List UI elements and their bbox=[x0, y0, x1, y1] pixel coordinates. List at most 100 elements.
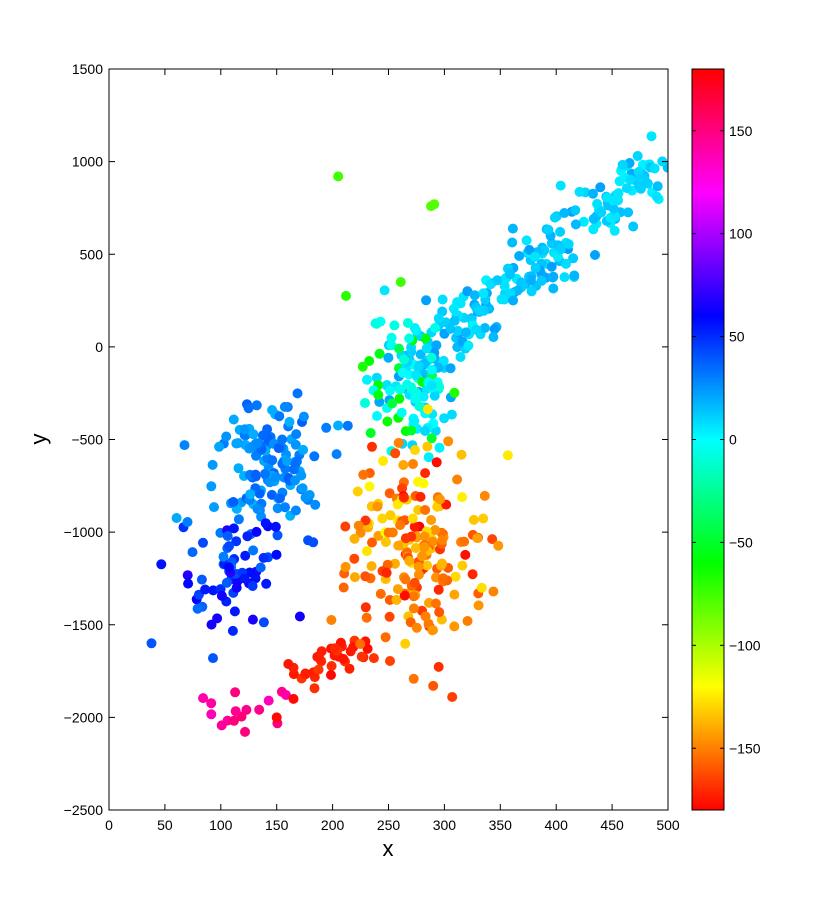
data-point bbox=[179, 440, 190, 451]
data-point bbox=[469, 290, 480, 301]
data-point bbox=[260, 468, 270, 479]
data-point bbox=[349, 572, 360, 583]
data-point bbox=[370, 318, 381, 329]
data-point bbox=[216, 590, 227, 601]
y-axis-ticks: 1500 1000 500 0 −500 −1000 −1500 −2000 −2500 bbox=[64, 61, 668, 818]
data-point bbox=[399, 354, 410, 365]
data-point bbox=[309, 451, 320, 462]
data-point bbox=[639, 175, 650, 186]
data-point bbox=[455, 352, 466, 362]
data-point bbox=[385, 656, 395, 666]
data-point bbox=[410, 543, 421, 553]
data-point bbox=[273, 443, 284, 454]
data-point bbox=[568, 253, 579, 264]
data-point bbox=[222, 531, 233, 541]
data-point bbox=[435, 494, 445, 505]
data-point bbox=[182, 570, 193, 581]
data-point bbox=[419, 531, 430, 542]
data-point bbox=[592, 198, 603, 209]
y-axis-label: y bbox=[26, 434, 51, 445]
data-point bbox=[271, 549, 282, 560]
data-point bbox=[272, 530, 283, 541]
y-tick-label: −1000 bbox=[64, 524, 104, 540]
x-axis-ticks: 0 50 100 150 200 250 300 350 400 450 500 bbox=[105, 69, 680, 833]
data-point bbox=[467, 569, 478, 580]
data-point bbox=[182, 517, 193, 527]
data-point bbox=[313, 664, 324, 675]
data-point bbox=[187, 547, 198, 558]
data-point bbox=[146, 638, 157, 649]
data-point bbox=[438, 573, 449, 584]
x-tick-label: 500 bbox=[656, 817, 680, 833]
data-point bbox=[409, 416, 420, 427]
data-point bbox=[410, 393, 421, 404]
data-point bbox=[555, 180, 566, 191]
data-point bbox=[340, 521, 351, 532]
data-point bbox=[426, 364, 437, 375]
data-point bbox=[621, 183, 632, 194]
data-point bbox=[372, 411, 382, 421]
data-point bbox=[353, 520, 364, 531]
data-point bbox=[250, 469, 261, 480]
data-point bbox=[251, 450, 261, 461]
data-point bbox=[381, 567, 392, 578]
data-point bbox=[271, 712, 282, 723]
data-point bbox=[374, 348, 385, 359]
data-point bbox=[402, 379, 413, 390]
data-point bbox=[617, 159, 628, 170]
data-point bbox=[410, 369, 421, 380]
data-point bbox=[395, 277, 406, 287]
data-point bbox=[171, 513, 182, 523]
data-point bbox=[404, 333, 415, 344]
data-point bbox=[449, 621, 460, 632]
data-point bbox=[198, 693, 209, 704]
x-tick-label: 250 bbox=[377, 817, 401, 833]
data-point bbox=[251, 526, 262, 537]
colorbar-tick-label: 150 bbox=[729, 123, 753, 139]
data-point bbox=[292, 388, 303, 399]
data-point bbox=[228, 497, 239, 507]
data-point bbox=[588, 213, 599, 224]
data-point bbox=[496, 294, 507, 305]
data-point bbox=[472, 533, 483, 544]
data-point bbox=[399, 590, 410, 601]
data-point bbox=[407, 513, 418, 524]
y-tick-label: −2500 bbox=[64, 802, 104, 818]
data-point bbox=[264, 477, 275, 488]
data-point bbox=[415, 491, 426, 502]
data-point bbox=[380, 537, 391, 547]
data-point bbox=[478, 288, 489, 299]
data-point bbox=[344, 663, 355, 674]
y-tick-label: 500 bbox=[80, 246, 104, 262]
data-point bbox=[258, 552, 269, 563]
data-point bbox=[574, 186, 585, 197]
data-point bbox=[298, 444, 309, 455]
data-point bbox=[239, 573, 250, 584]
data-point bbox=[449, 589, 460, 600]
data-point bbox=[408, 603, 419, 614]
data-point bbox=[212, 613, 223, 624]
data-point bbox=[326, 615, 337, 625]
data-point bbox=[452, 474, 463, 485]
data-point bbox=[284, 416, 295, 427]
data-point bbox=[371, 372, 382, 383]
data-point bbox=[555, 226, 566, 237]
data-point bbox=[449, 315, 460, 326]
data-point bbox=[493, 540, 504, 551]
data-point bbox=[349, 553, 360, 564]
data-point bbox=[471, 324, 482, 335]
data-point bbox=[419, 542, 430, 552]
data-point bbox=[208, 585, 219, 596]
data-point bbox=[206, 709, 217, 720]
data-point bbox=[449, 387, 460, 398]
data-point bbox=[357, 361, 368, 372]
x-tick-label: 200 bbox=[321, 817, 345, 833]
data-point bbox=[341, 290, 351, 301]
data-point bbox=[413, 569, 424, 580]
data-point bbox=[561, 258, 571, 269]
data-point bbox=[304, 490, 315, 500]
data-point bbox=[570, 219, 581, 230]
data-point bbox=[411, 325, 422, 336]
data-point bbox=[479, 490, 490, 501]
data-point bbox=[437, 558, 448, 569]
